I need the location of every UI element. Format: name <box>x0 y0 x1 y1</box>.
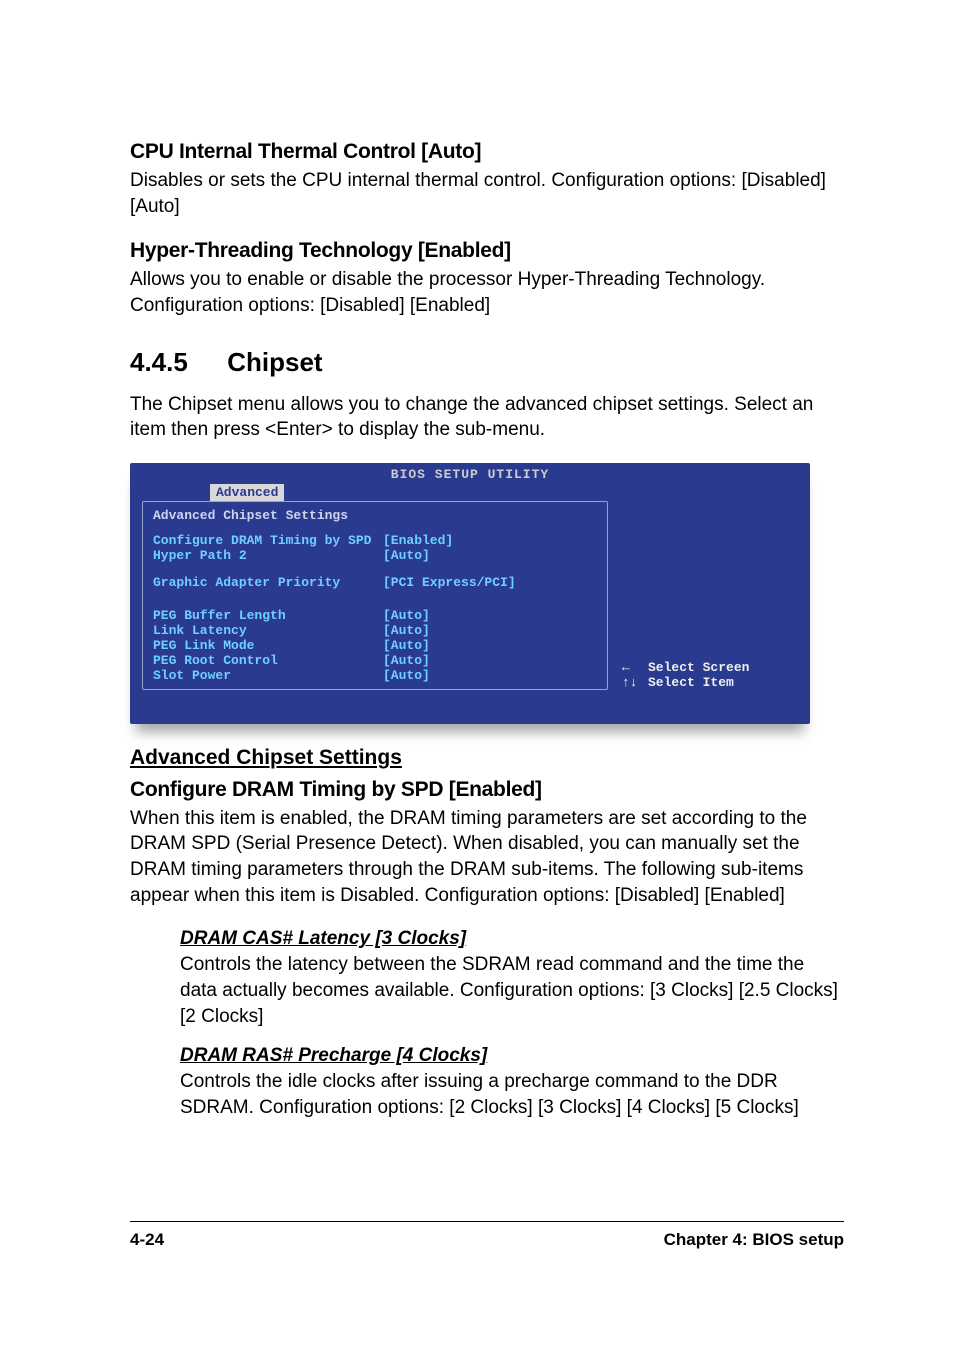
chapter-label: Chapter 4: BIOS setup <box>664 1230 844 1250</box>
bios-key: PEG Buffer Length <box>153 608 383 623</box>
bios-title: BIOS SETUP UTILITY <box>130 463 810 484</box>
bios-panel-header: Advanced Chipset Settings <box>153 508 597 523</box>
text-dram-cas: Controls the latency between the SDRAM r… <box>180 952 844 1029</box>
heading-cpu-thermal: CPU Internal Thermal Control [Auto] <box>130 140 844 164</box>
bios-screenshot: BIOS SETUP UTILITY Advanced Advanced Chi… <box>130 463 810 724</box>
bios-settings-panel: Advanced Chipset Settings Configure DRAM… <box>142 501 608 690</box>
bios-window: BIOS SETUP UTILITY Advanced Advanced Chi… <box>130 463 810 724</box>
bios-key: Slot Power <box>153 668 383 683</box>
bios-key: PEG Link Mode <box>153 638 383 653</box>
text-dram-spd: When this item is enabled, the DRAM timi… <box>130 806 844 909</box>
bios-key: Configure DRAM Timing by SPD <box>153 533 383 548</box>
spacer <box>153 563 597 575</box>
heading-dram-cas: DRAM CAS# Latency [3 Clocks] <box>180 928 844 950</box>
text-chipset-intro: The Chipset menu allows you to change th… <box>130 392 844 443</box>
heading-dram-ras: DRAM RAS# Precharge [4 Clocks] <box>180 1045 844 1067</box>
bios-row[interactable]: Slot Power [Auto] <box>153 668 597 683</box>
bios-key: Hyper Path 2 <box>153 548 383 563</box>
bios-value: [Auto] <box>383 623 430 638</box>
bios-body: Advanced Chipset Settings Configure DRAM… <box>130 501 810 724</box>
heading-adv-chipset-settings: Advanced Chipset Settings <box>130 746 844 770</box>
heading-hyper-threading: Hyper-Threading Technology [Enabled] <box>130 239 844 263</box>
bios-row[interactable]: Graphic Adapter Priority [PCI Express/PC… <box>153 575 597 590</box>
bios-help-label: Select Screen <box>648 660 749 675</box>
bios-key: Graphic Adapter Priority <box>153 575 383 590</box>
bios-value: [Auto] <box>383 653 430 668</box>
bios-help-label: Select Item <box>648 675 734 690</box>
bios-row[interactable]: PEG Buffer Length [Auto] <box>153 608 597 623</box>
heading-chipset: 4.4.5 Chipset <box>130 347 844 378</box>
bios-value: [Auto] <box>383 608 430 623</box>
subitem-dram-cas: DRAM CAS# Latency [3 Clocks] Controls th… <box>180 928 844 1029</box>
bios-value: [Auto] <box>383 668 430 683</box>
text-hyper-threading: Allows you to enable or disable the proc… <box>130 267 844 318</box>
footer-rule <box>130 1221 844 1222</box>
bios-help-panel: ← Select Screen ↑↓ Select Item <box>608 501 798 690</box>
bios-key: PEG Root Control <box>153 653 383 668</box>
arrow-updown-icon: ↑↓ <box>622 675 638 690</box>
bios-key: Link Latency <box>153 623 383 638</box>
section-number: 4.4.5 <box>130 347 220 378</box>
arrow-left-icon: ← <box>622 660 638 675</box>
bios-row[interactable]: PEG Link Mode [Auto] <box>153 638 597 653</box>
document-page: CPU Internal Thermal Control [Auto] Disa… <box>0 0 954 1351</box>
section-title: Chipset <box>227 347 322 377</box>
bios-value: [Auto] <box>383 548 430 563</box>
spacer <box>153 590 597 608</box>
bios-tab-row: Advanced <box>130 484 810 501</box>
bios-row[interactable]: Link Latency [Auto] <box>153 623 597 638</box>
bios-row[interactable]: PEG Root Control [Auto] <box>153 653 597 668</box>
heading-dram-spd: Configure DRAM Timing by SPD [Enabled] <box>130 778 844 802</box>
bios-row[interactable]: Hyper Path 2 [Auto] <box>153 548 597 563</box>
text-cpu-thermal: Disables or sets the CPU internal therma… <box>130 168 844 219</box>
page-number: 4-24 <box>130 1230 164 1250</box>
bios-help-row: ← Select Screen <box>622 660 792 675</box>
bios-row[interactable]: Configure DRAM Timing by SPD [Enabled] <box>153 533 597 548</box>
page-footer: 4-24 Chapter 4: BIOS setup <box>130 1230 844 1250</box>
bios-value: [PCI Express/PCI] <box>383 575 516 590</box>
bios-value: [Enabled] <box>383 533 453 548</box>
bios-help-row: ↑↓ Select Item <box>622 675 792 690</box>
bios-value: [Auto] <box>383 638 430 653</box>
bios-tab-advanced[interactable]: Advanced <box>210 484 284 501</box>
subitem-dram-ras: DRAM RAS# Precharge [4 Clocks] Controls … <box>180 1045 844 1120</box>
text-dram-ras: Controls the idle clocks after issuing a… <box>180 1069 844 1120</box>
